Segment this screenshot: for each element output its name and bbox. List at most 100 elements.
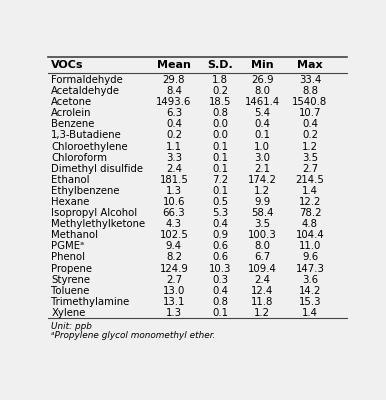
Text: Methanol: Methanol	[51, 230, 98, 240]
Text: 26.9: 26.9	[251, 75, 273, 85]
Text: Chloroform: Chloroform	[51, 153, 107, 163]
Text: 1.1: 1.1	[166, 142, 182, 152]
Text: 0.6: 0.6	[212, 252, 229, 262]
Text: 58.4: 58.4	[251, 208, 273, 218]
Text: 10.6: 10.6	[163, 197, 185, 207]
Text: 1.2: 1.2	[254, 308, 270, 318]
Text: 8.2: 8.2	[166, 252, 182, 262]
Text: 1.8: 1.8	[212, 75, 228, 85]
Text: 1.2: 1.2	[254, 186, 270, 196]
Text: 10.3: 10.3	[209, 264, 232, 274]
Text: Acetaldehyde: Acetaldehyde	[51, 86, 120, 96]
Text: 214.5: 214.5	[296, 175, 325, 185]
Text: 3.0: 3.0	[254, 153, 270, 163]
Text: 0.3: 0.3	[212, 275, 228, 285]
Text: 6.7: 6.7	[254, 252, 270, 262]
Text: Unit: ppb: Unit: ppb	[51, 322, 92, 331]
Text: Min: Min	[251, 60, 273, 70]
Text: 14.2: 14.2	[299, 286, 321, 296]
Text: 3.6: 3.6	[302, 275, 318, 285]
Text: 1.2: 1.2	[302, 142, 318, 152]
Text: Phenol: Phenol	[51, 252, 85, 262]
Text: 1540.8: 1540.8	[292, 97, 328, 107]
Text: Max: Max	[297, 60, 323, 70]
Text: 3.5: 3.5	[302, 153, 318, 163]
Text: 8.4: 8.4	[166, 86, 182, 96]
Text: Hexane: Hexane	[51, 197, 90, 207]
Text: 0.8: 0.8	[212, 108, 228, 118]
Text: 8.8: 8.8	[302, 86, 318, 96]
Text: Ethanol: Ethanol	[51, 175, 90, 185]
Text: Chloroethylene: Chloroethylene	[51, 142, 128, 152]
Text: 10.7: 10.7	[299, 108, 321, 118]
Text: 0.4: 0.4	[254, 119, 270, 129]
Text: 0.1: 0.1	[212, 142, 228, 152]
Text: 0.8: 0.8	[212, 297, 228, 307]
Text: 1.4: 1.4	[302, 186, 318, 196]
Text: 1.3: 1.3	[166, 308, 182, 318]
Text: 9.4: 9.4	[166, 241, 182, 251]
Text: 124.9: 124.9	[159, 264, 188, 274]
Text: 147.3: 147.3	[296, 264, 325, 274]
Text: 3.3: 3.3	[166, 153, 182, 163]
Text: 2.1: 2.1	[254, 164, 270, 174]
Text: 29.8: 29.8	[163, 75, 185, 85]
Text: 8.0: 8.0	[254, 241, 270, 251]
Text: 18.5: 18.5	[209, 97, 232, 107]
Text: Isopropyl Alcohol: Isopropyl Alcohol	[51, 208, 137, 218]
Text: Benzene: Benzene	[51, 119, 95, 129]
Text: 11.0: 11.0	[299, 241, 321, 251]
Text: 0.5: 0.5	[212, 197, 229, 207]
Text: 0.1: 0.1	[212, 186, 228, 196]
Text: 181.5: 181.5	[159, 175, 188, 185]
Text: 1493.6: 1493.6	[156, 97, 191, 107]
Text: 100.3: 100.3	[248, 230, 276, 240]
Text: 11.8: 11.8	[251, 297, 273, 307]
Text: VOCs: VOCs	[51, 60, 84, 70]
Text: 2.7: 2.7	[302, 164, 318, 174]
Text: S.D.: S.D.	[207, 60, 233, 70]
Text: 104.4: 104.4	[296, 230, 324, 240]
Text: 3.5: 3.5	[254, 219, 270, 229]
Text: Dimethyl disulfide: Dimethyl disulfide	[51, 164, 143, 174]
Text: 1.0: 1.0	[254, 142, 270, 152]
Text: 0.4: 0.4	[302, 119, 318, 129]
Text: 0.1: 0.1	[212, 153, 228, 163]
Text: 12.4: 12.4	[251, 286, 273, 296]
Text: 0.0: 0.0	[212, 119, 228, 129]
Text: 0.9: 0.9	[212, 230, 229, 240]
Text: 2.4: 2.4	[166, 164, 182, 174]
Text: 102.5: 102.5	[159, 230, 188, 240]
Text: 5.4: 5.4	[254, 108, 270, 118]
Text: 109.4: 109.4	[248, 264, 277, 274]
Text: 6.3: 6.3	[166, 108, 182, 118]
Text: 0.2: 0.2	[166, 130, 182, 140]
Text: 13.0: 13.0	[163, 286, 185, 296]
Text: 1,3-Butadiene: 1,3-Butadiene	[51, 130, 122, 140]
Text: 66.3: 66.3	[163, 208, 185, 218]
Text: 8.0: 8.0	[254, 86, 270, 96]
Text: ᵃPropylene glycol monomethyl ether.: ᵃPropylene glycol monomethyl ether.	[51, 331, 216, 340]
Text: Formaldehyde: Formaldehyde	[51, 75, 123, 85]
Text: 1.3: 1.3	[166, 186, 182, 196]
Text: 0.1: 0.1	[212, 308, 228, 318]
Text: Acrolein: Acrolein	[51, 108, 92, 118]
Text: Ethylbenzene: Ethylbenzene	[51, 186, 120, 196]
Text: 1461.4: 1461.4	[244, 97, 280, 107]
Text: 0.4: 0.4	[166, 119, 182, 129]
Text: Methylethylketone: Methylethylketone	[51, 219, 146, 229]
Text: 2.7: 2.7	[166, 275, 182, 285]
Text: 12.2: 12.2	[299, 197, 321, 207]
Text: PGMEᵃ: PGMEᵃ	[51, 241, 85, 251]
Text: Propene: Propene	[51, 264, 92, 274]
Text: Xylene: Xylene	[51, 308, 86, 318]
Text: Toluene: Toluene	[51, 286, 90, 296]
Text: 2.4: 2.4	[254, 275, 270, 285]
Text: 9.6: 9.6	[302, 252, 318, 262]
Text: 0.0: 0.0	[212, 130, 228, 140]
Text: 0.4: 0.4	[212, 286, 228, 296]
Text: 4.8: 4.8	[302, 219, 318, 229]
Text: Styrene: Styrene	[51, 275, 90, 285]
Text: 0.2: 0.2	[212, 86, 228, 96]
Text: 0.2: 0.2	[302, 130, 318, 140]
